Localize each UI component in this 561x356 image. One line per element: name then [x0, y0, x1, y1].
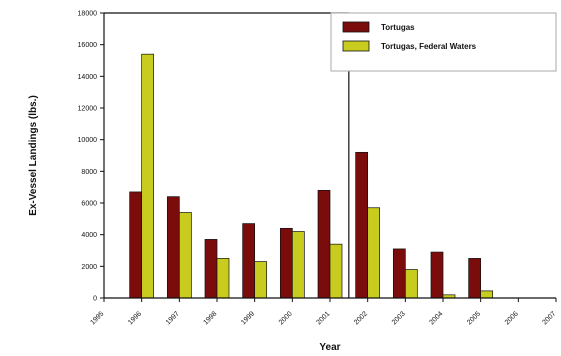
- bar-tortugas: [468, 258, 482, 299]
- bar-tortugas: [279, 227, 293, 299]
- y-tick-label: 2000: [81, 264, 97, 271]
- bar-tortugas: [129, 191, 143, 299]
- x-tick-label: 1995: [89, 310, 105, 326]
- x-tick-label: 2006: [504, 310, 520, 326]
- x-tick-label: 2004: [428, 310, 444, 326]
- y-tick-label: 8000: [81, 169, 97, 176]
- y-tick-label: 6000: [81, 201, 97, 208]
- axis-layer: 0 2000 4000 6000 8000 10000 12000 14000 16000 180…: [28, 11, 557, 354]
- bars-layer: [129, 53, 494, 299]
- x-axis-title: Year: [319, 342, 340, 353]
- bar-tortugas: [242, 223, 256, 299]
- legend-label-1: Tortugas: [381, 23, 415, 32]
- y-tick-label: 10000: [78, 137, 98, 144]
- x-tick-label: 2000: [278, 310, 294, 326]
- legend-swatch-1: [342, 21, 370, 33]
- bar-tortugas: [166, 196, 180, 299]
- bar-tortugas: [355, 151, 369, 299]
- legend-swatch-2: [342, 40, 370, 52]
- bar-tortugas-federal-waters: [254, 261, 268, 299]
- x-tick-label: 1996: [127, 310, 143, 326]
- legend-label-2: Tortugas, Federal Waters: [381, 42, 477, 51]
- x-tick-label: 1998: [202, 310, 218, 326]
- y-tick-label: 4000: [81, 232, 97, 239]
- x-tick-label: 2007: [541, 310, 557, 326]
- y-tick-label: 12000: [78, 106, 98, 113]
- bar-tortugas: [430, 251, 444, 299]
- bar-tortugas-federal-waters: [404, 269, 418, 299]
- y-tick-label: 16000: [78, 42, 98, 49]
- bar-tortugas-federal-waters: [291, 231, 305, 299]
- bar-tortugas-federal-waters: [480, 290, 494, 299]
- x-tick-label: 2001: [315, 310, 331, 326]
- y-tick-label: 0: [93, 296, 97, 303]
- x-tick-label: 2005: [466, 310, 482, 326]
- x-tick-label: 1997: [165, 310, 181, 326]
- bar-tortugas: [204, 239, 218, 299]
- bar-tortugas-federal-waters: [178, 212, 192, 299]
- x-tick-label: 2002: [353, 310, 369, 326]
- x-tick-label: 2003: [391, 310, 407, 326]
- bar-tortugas: [392, 248, 406, 299]
- legend-layer: Tortugas Tortugas, Federal Waters: [330, 12, 557, 72]
- bar-tortugas-federal-waters: [216, 258, 230, 299]
- bar-tortugas-federal-waters: [367, 207, 381, 299]
- bar-tortugas: [317, 189, 331, 299]
- y-tick-label: 14000: [78, 74, 98, 81]
- y-tick-label: 18000: [78, 11, 98, 18]
- x-tick-label: 1999: [240, 310, 256, 326]
- y-axis-title: Ex-Vessel Landings (lbs.): [28, 95, 39, 216]
- bar-tortugas-federal-waters: [141, 53, 155, 299]
- bar-tortugas-federal-waters: [329, 243, 343, 299]
